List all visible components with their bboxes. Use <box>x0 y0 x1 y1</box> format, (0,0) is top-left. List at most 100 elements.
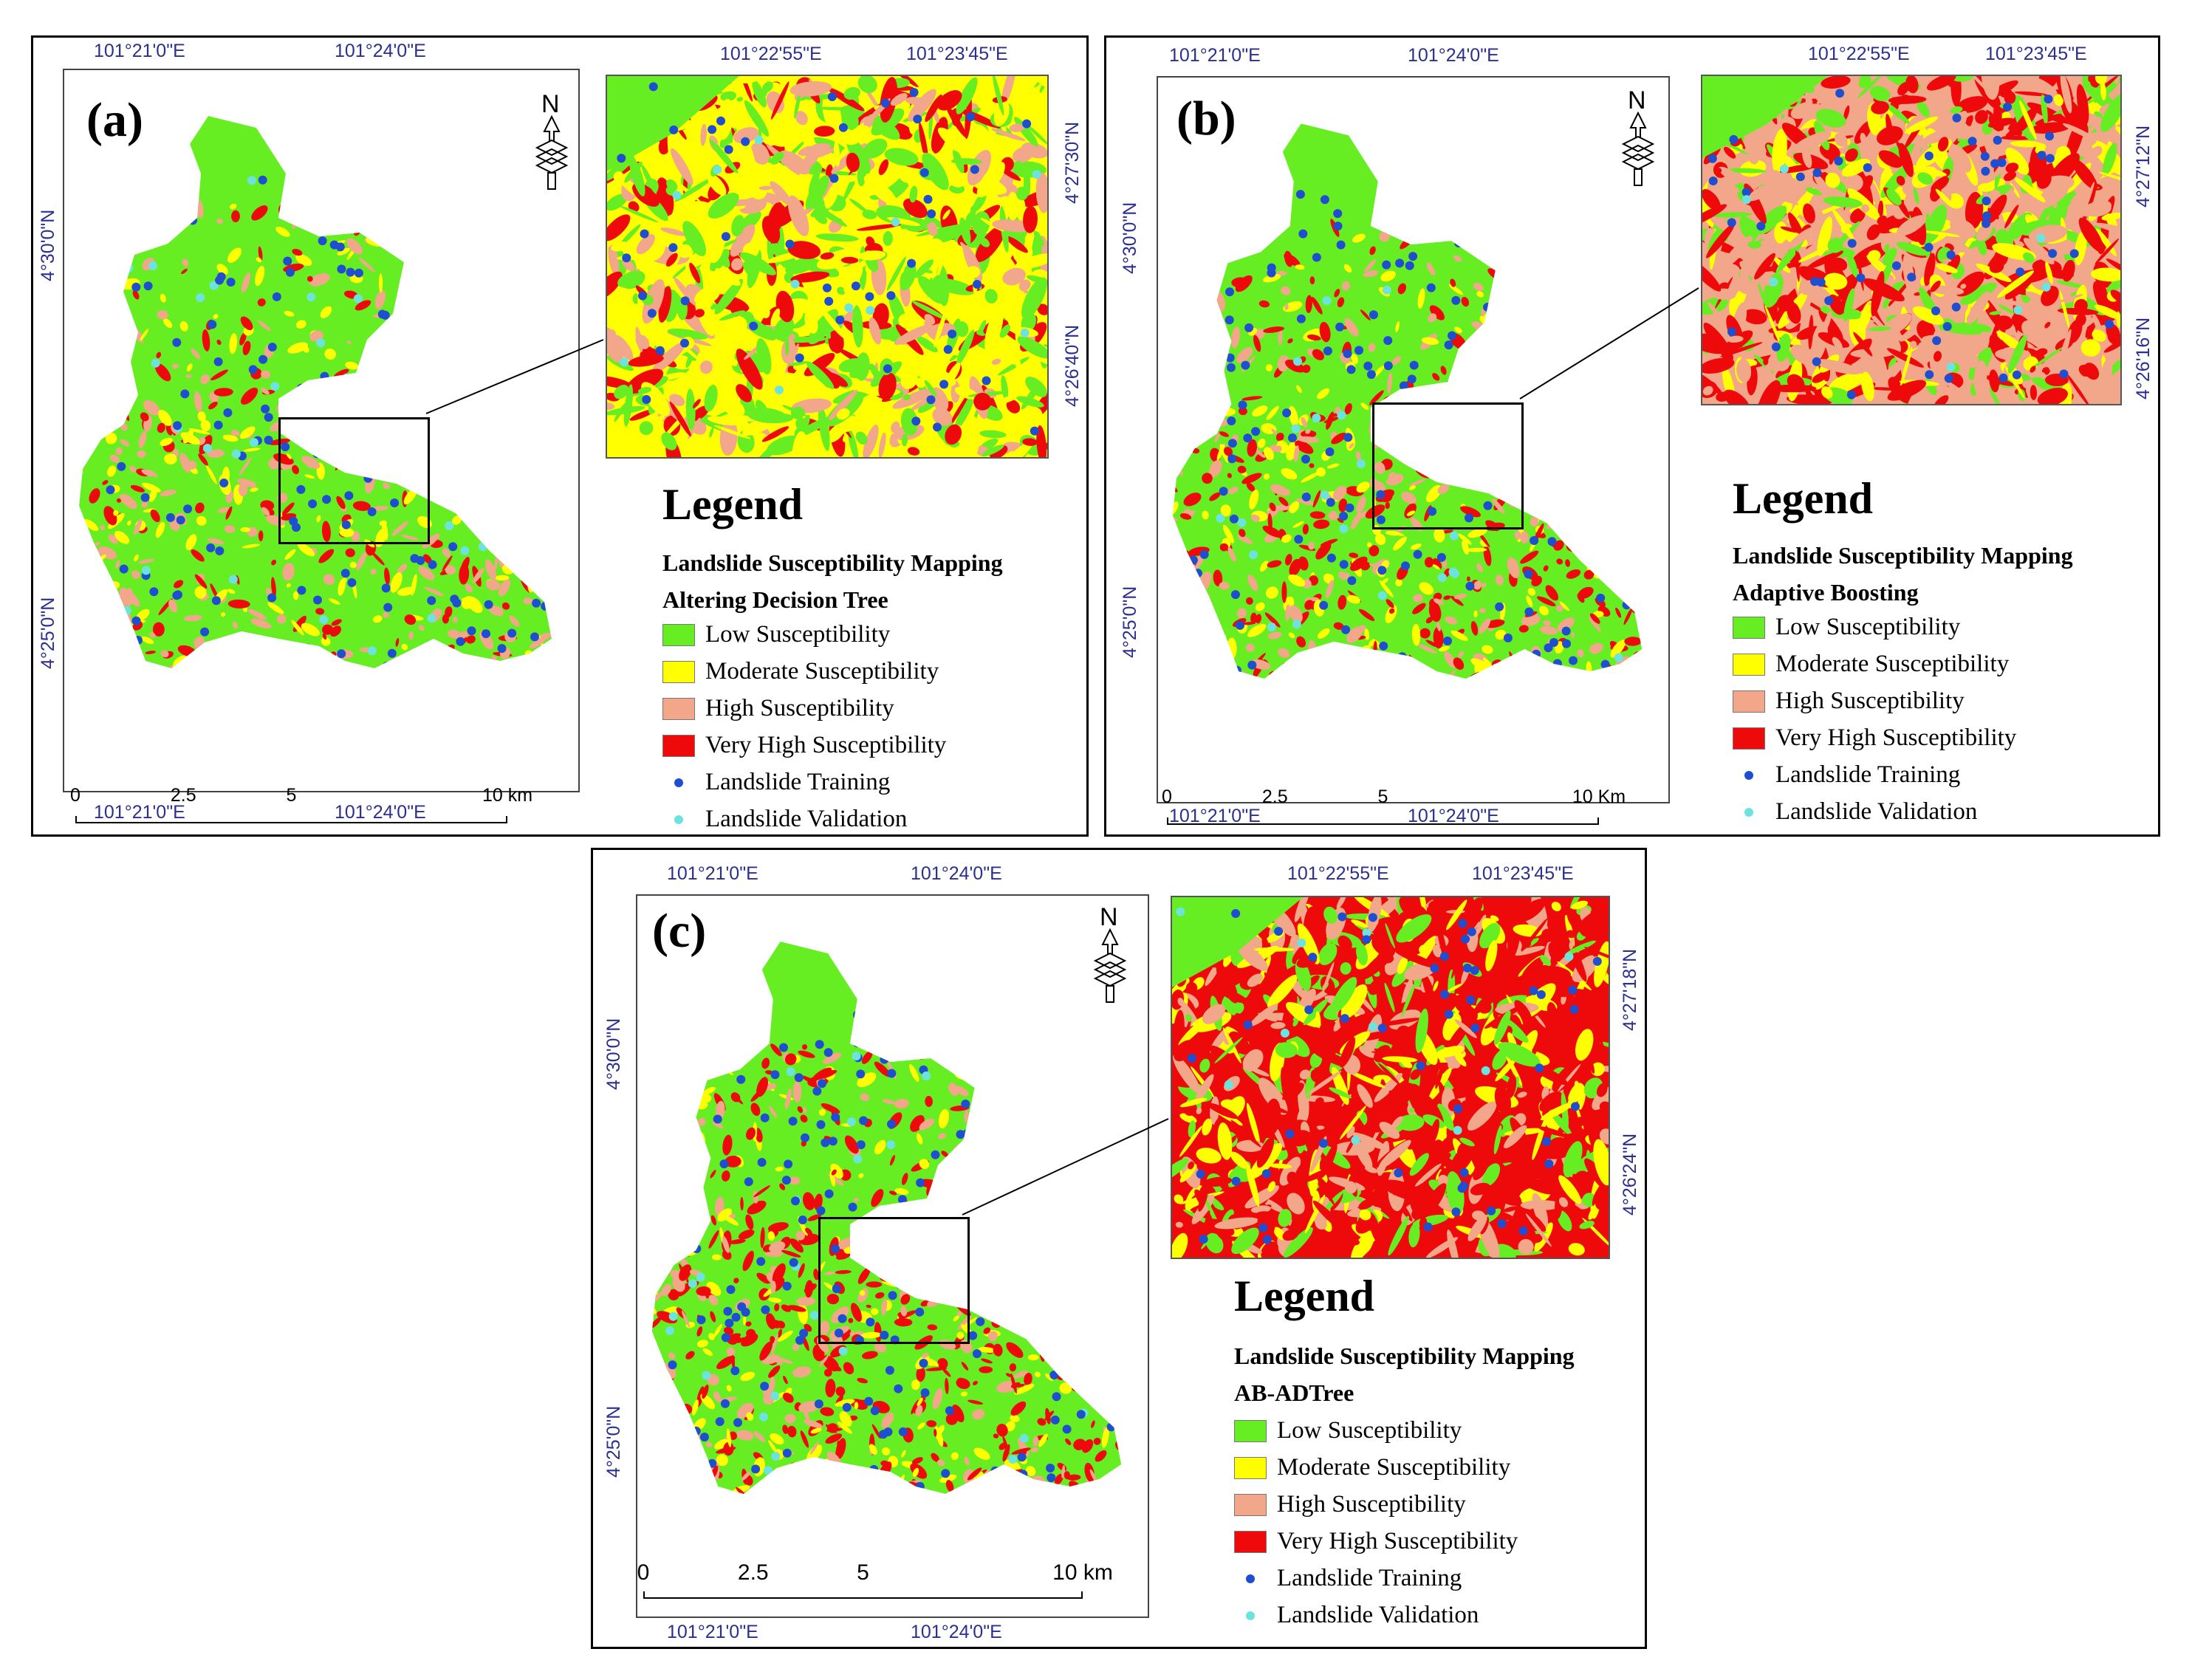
north-arrow-icon: N <box>1621 86 1655 186</box>
legend-item-label: High Susceptibility <box>1277 1491 1466 1518</box>
inset-top-coord-1: 101°22'55"E <box>720 44 822 64</box>
top-coord-1: 101°21'0"E <box>94 41 185 61</box>
panel-label: (c) <box>652 904 707 958</box>
legend-title: Legend <box>1234 1272 1375 1320</box>
inset-right-coord-2: 4°26'16"N <box>2133 317 2154 400</box>
legend-item-label: High Susceptibility <box>705 695 894 721</box>
panel-c: (c) N 0 2.5 5 10 km 101°21'0"E 101°24'0"… <box>591 848 1647 1649</box>
top-coord-2: 101°24'0"E <box>1408 45 1499 66</box>
legend-dot-icon <box>674 778 683 787</box>
legend-item-low: Low Susceptibility <box>1733 614 1960 641</box>
legend-item-training: Landslide Training <box>662 769 890 796</box>
legend-swatch <box>662 697 695 720</box>
inset-top-coord-2: 101°23'45"E <box>1472 863 1574 884</box>
legend-item-training: Landslide Training <box>1733 761 1960 789</box>
legend-swatch <box>1733 690 1765 713</box>
legend-subtitle: Landslide Susceptibility Mapping <box>662 549 1003 576</box>
legend-swatch <box>1234 1419 1267 1442</box>
legend-item-very-high: Very High Susceptibility <box>1733 724 2016 752</box>
legend-item-label: Moderate Susceptibility <box>1775 651 2010 677</box>
legend-item-moderate: Moderate Susceptibility <box>662 658 939 685</box>
inset-top-coord-2: 101°23'45"E <box>906 44 1008 64</box>
top-coord-1: 101°21'0"E <box>667 863 758 884</box>
inset-right-coord-2: 4°26'24"N <box>1620 1133 1640 1216</box>
legend-item-validation: Landslide Validation <box>662 806 907 833</box>
inset-top-coord-1: 101°22'55"E <box>1808 44 1910 64</box>
legend-subtitle: Landslide Susceptibility Mapping <box>1234 1343 1575 1369</box>
left-coord-1: 4°30'0"N <box>38 209 58 281</box>
legend-swatch <box>1234 1456 1267 1479</box>
top-coord-2: 101°24'0"E <box>911 863 1002 884</box>
bottom-coord-2: 101°24'0"E <box>911 1622 1002 1642</box>
bottom-coord-1: 101°21'0"E <box>1169 806 1261 826</box>
legend-dot-icon <box>1744 807 1753 817</box>
legend-dot-icon <box>1744 770 1753 780</box>
legend-model-name: AB-ADTree <box>1234 1379 1354 1406</box>
zoom-inset-map <box>606 75 1049 459</box>
legend-item-label: Landslide Validation <box>1775 798 1978 825</box>
legend-item-label: Landslide Training <box>1775 761 1961 788</box>
legend-item-validation: Landslide Validation <box>1733 798 1977 826</box>
panel-label: (a) <box>86 93 143 147</box>
legend-item-label: Landslide Validation <box>705 806 908 832</box>
legend-item-low: Low Susceptibility <box>662 621 890 648</box>
legend-item-label: Moderate Susceptibility <box>705 658 939 685</box>
scale-bar: 0 2.5 5 10 km <box>70 785 532 829</box>
inset-right-coord-1: 4°27'12"N <box>2133 125 2154 208</box>
legend-subtitle: Landslide Susceptibility Mapping <box>1733 542 2073 569</box>
left-coord-1: 4°30'0"N <box>603 1018 624 1090</box>
legend-model-name: Adaptive Boosting <box>1733 579 1919 606</box>
bottom-coord-1: 101°21'0"E <box>94 802 185 823</box>
legend-item-high: High Susceptibility <box>1234 1491 1466 1518</box>
legend-item-label: Low Susceptibility <box>705 621 891 648</box>
panel-label: (b) <box>1177 92 1236 145</box>
left-coord-2: 4°25'0"N <box>1120 586 1140 658</box>
legend-swatch <box>1733 727 1765 750</box>
legend-title: Legend <box>662 480 804 529</box>
legend-item-very-high: Very High Susceptibility <box>1234 1528 1518 1555</box>
inset-right-coord-1: 4°27'18"N <box>1620 948 1640 1031</box>
legend-item-label: Landslide Training <box>1277 1565 1462 1591</box>
inset-right-coord-2: 4°26'40"N <box>1062 324 1083 407</box>
legend-item-validation: Landslide Validation <box>1234 1602 1479 1629</box>
legend-item-label: Landslide Training <box>705 769 891 795</box>
zoom-extent-box <box>1372 402 1524 529</box>
legend-swatch <box>662 734 695 757</box>
legend-dot-icon <box>1246 1574 1255 1583</box>
legend-swatch <box>1234 1530 1267 1553</box>
legend-item-label: Very High Susceptibility <box>1277 1528 1518 1554</box>
legend-item-training: Landslide Training <box>1234 1565 1462 1592</box>
bottom-coord-2: 101°24'0"E <box>335 802 426 823</box>
legend-swatch <box>662 660 695 683</box>
legend-item-label: Landslide Validation <box>1277 1602 1479 1628</box>
main-map-frame: (a) N 0 2.5 5 10 km <box>63 69 580 823</box>
legend-swatch <box>1234 1493 1267 1516</box>
legend-swatch <box>1733 616 1765 639</box>
top-coord-1: 101°21'0"E <box>1169 45 1261 66</box>
legend-item-very-high: Very High Susceptibility <box>662 732 946 759</box>
zoom-extent-box <box>278 417 430 544</box>
north-arrow-icon: N <box>1093 903 1127 1003</box>
legend-item-high: High Susceptibility <box>1733 688 1965 715</box>
legend-swatch <box>662 623 695 646</box>
legend-item-label: Moderate Susceptibility <box>1277 1454 1511 1481</box>
inset-top-coord-1: 101°22'55"E <box>1287 863 1389 884</box>
left-coord-2: 4°25'0"N <box>603 1405 624 1478</box>
legend-model-name: Altering Decision Tree <box>662 586 888 613</box>
svg-text:N: N <box>541 90 560 118</box>
legend-item-high: High Susceptibility <box>662 695 894 722</box>
legend-item-moderate: Moderate Susceptibility <box>1234 1454 1510 1481</box>
legend-swatch <box>1733 653 1765 676</box>
inset-top-coord-2: 101°23'45"E <box>1985 44 2087 64</box>
legend-dot-icon <box>1246 1611 1255 1620</box>
top-coord-2: 101°24'0"E <box>335 41 426 61</box>
left-coord-2: 4°25'0"N <box>38 597 58 669</box>
zoom-inset-map <box>1701 75 2122 405</box>
north-arrow-icon: N <box>535 90 569 190</box>
legend-item-label: Low Susceptibility <box>1775 614 1961 640</box>
zoom-extent-box <box>818 1217 970 1344</box>
susceptibility-map <box>651 942 1122 1494</box>
inset-right-coord-1: 4°27'30"N <box>1062 121 1083 204</box>
legend-item-low: Low Susceptibility <box>1234 1417 1462 1444</box>
main-map-frame: (c) N 0 2.5 5 10 km <box>636 894 1149 1618</box>
